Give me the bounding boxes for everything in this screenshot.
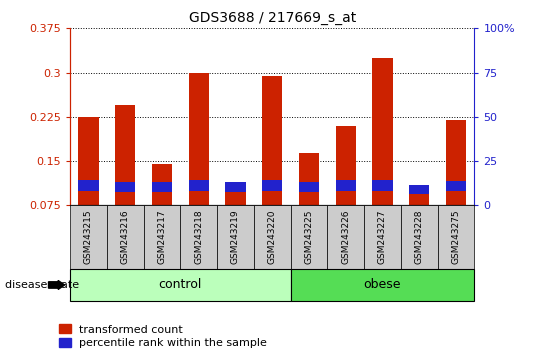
- Text: GSM243220: GSM243220: [268, 210, 277, 264]
- Bar: [107, 205, 143, 269]
- Bar: [115, 105, 135, 205]
- Text: GSM243218: GSM243218: [194, 210, 203, 264]
- Text: GSM243226: GSM243226: [341, 210, 350, 264]
- Bar: [291, 269, 474, 301]
- Bar: [372, 180, 392, 190]
- Text: control: control: [158, 279, 202, 291]
- Text: GSM243219: GSM243219: [231, 210, 240, 264]
- Bar: [299, 153, 319, 205]
- Bar: [299, 182, 319, 192]
- Text: obese: obese: [364, 279, 401, 291]
- Bar: [152, 182, 172, 192]
- Bar: [409, 185, 429, 194]
- Text: disease state: disease state: [5, 280, 80, 290]
- Legend: transformed count, percentile rank within the sample: transformed count, percentile rank withi…: [59, 324, 267, 348]
- Bar: [336, 126, 356, 205]
- Bar: [446, 120, 466, 205]
- Bar: [189, 180, 209, 190]
- Bar: [336, 180, 356, 190]
- Bar: [78, 117, 99, 205]
- Text: GSM243217: GSM243217: [157, 210, 167, 264]
- Bar: [181, 205, 217, 269]
- Text: GSM243228: GSM243228: [414, 210, 424, 264]
- Bar: [78, 180, 99, 190]
- Text: GSM243216: GSM243216: [121, 210, 130, 264]
- Bar: [70, 269, 291, 301]
- Text: GSM243227: GSM243227: [378, 210, 387, 264]
- Text: GSM243215: GSM243215: [84, 210, 93, 264]
- Bar: [70, 205, 107, 269]
- Bar: [217, 205, 254, 269]
- Text: GSM243225: GSM243225: [305, 210, 314, 264]
- Bar: [115, 182, 135, 192]
- Text: GSM243275: GSM243275: [452, 210, 460, 264]
- Bar: [327, 205, 364, 269]
- Bar: [446, 181, 466, 191]
- Bar: [225, 182, 246, 192]
- Bar: [364, 205, 401, 269]
- Bar: [225, 188, 246, 205]
- Bar: [372, 58, 392, 205]
- Bar: [152, 164, 172, 205]
- Bar: [291, 205, 327, 269]
- Bar: [438, 205, 474, 269]
- Bar: [401, 205, 438, 269]
- Bar: [262, 180, 282, 190]
- Title: GDS3688 / 217669_s_at: GDS3688 / 217669_s_at: [189, 11, 356, 24]
- Bar: [254, 205, 291, 269]
- Bar: [189, 73, 209, 205]
- Bar: [262, 75, 282, 205]
- Bar: [143, 205, 181, 269]
- Bar: [409, 194, 429, 205]
